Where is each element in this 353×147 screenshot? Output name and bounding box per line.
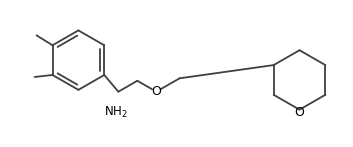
Text: NH$_2$: NH$_2$: [104, 105, 128, 120]
Text: O: O: [294, 106, 304, 119]
Text: O: O: [151, 85, 161, 98]
